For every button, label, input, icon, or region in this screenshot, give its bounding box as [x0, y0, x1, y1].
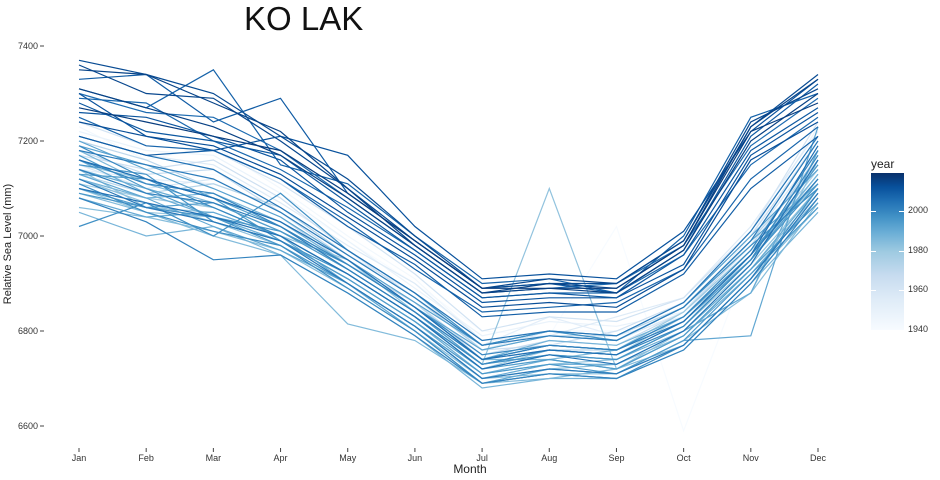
series-line-1984 — [78, 145, 819, 346]
y-tick-label: 7000 — [18, 231, 38, 241]
series-line-1999 — [78, 159, 819, 370]
series-lines — [78, 59, 819, 433]
series-line-2015 — [78, 102, 819, 289]
series-line-1998 — [78, 135, 819, 342]
x-axis: Jan Feb Mar Apr May Jun Jul Aug Sep Oct Nov Dec — [72, 448, 827, 463]
x-tick-label: Dec — [810, 453, 827, 463]
chart-title: KO LAK — [244, 0, 364, 37]
x-tick-label: Mar — [206, 453, 222, 463]
x-tick-label: Feb — [138, 453, 154, 463]
series-line-2010 — [78, 121, 819, 308]
series-line-2007 — [78, 102, 819, 299]
legend-title: year — [871, 157, 895, 171]
series-line-1992 — [78, 145, 819, 365]
legend-tick-label: 1960 — [908, 284, 929, 294]
legend-colorbar — [871, 173, 904, 330]
series-line-2000 — [78, 145, 819, 361]
x-tick-label: Oct — [677, 453, 692, 463]
series-line-1974 — [78, 202, 819, 380]
series-line-1993 — [78, 150, 819, 356]
y-tick-label: 7400 — [18, 41, 38, 51]
series-line-2009 — [78, 78, 819, 280]
legend-tick-label: 2000 — [908, 205, 929, 215]
x-tick-label: Apr — [274, 453, 288, 463]
legend-tick-mark — [899, 251, 904, 252]
series-line-2014 — [78, 88, 819, 294]
series-line-1987 — [78, 154, 819, 375]
x-tick-label: Nov — [743, 453, 760, 463]
legend-tick-mark — [871, 290, 876, 291]
series-line-1940 — [78, 145, 819, 433]
series-line-2004 — [78, 69, 819, 294]
x-tick-label: Sep — [608, 453, 624, 463]
y-axis: 6600 6800 7000 7200 7400 — [18, 41, 44, 431]
series-line-1997 — [78, 178, 819, 380]
x-tick-label: Aug — [541, 453, 557, 463]
x-tick-label: Jun — [408, 453, 423, 463]
legend-tick-mark — [871, 330, 876, 331]
series-line-2008 — [78, 111, 819, 304]
series-line-1979 — [78, 159, 819, 375]
legend-tick-mark — [899, 290, 904, 291]
series-line-2012 — [78, 64, 819, 289]
y-tick-label: 6800 — [18, 326, 38, 336]
x-axis-label: Month — [453, 462, 487, 476]
legend-tick-label: 1940 — [908, 324, 929, 334]
series-line-1994 — [78, 197, 819, 384]
legend-tick-mark — [871, 251, 876, 252]
legend-tick-label: 1980 — [908, 245, 929, 255]
series-line-1996 — [78, 140, 819, 346]
legend-tick-mark — [899, 330, 904, 331]
legend-tick-mark — [871, 211, 876, 212]
series-line-2005 — [78, 135, 819, 318]
y-tick-label: 7200 — [18, 136, 38, 146]
y-axis-label: Relative Sea Level (mm) — [2, 183, 14, 305]
y-tick-label: 6600 — [18, 421, 38, 431]
x-tick-label: Jul — [476, 453, 488, 463]
legend-tick-mark — [899, 211, 904, 212]
x-tick-label: Jan — [72, 453, 87, 463]
x-tick-label: May — [339, 453, 357, 463]
x-axis-label-container: Month — [0, 462, 940, 476]
